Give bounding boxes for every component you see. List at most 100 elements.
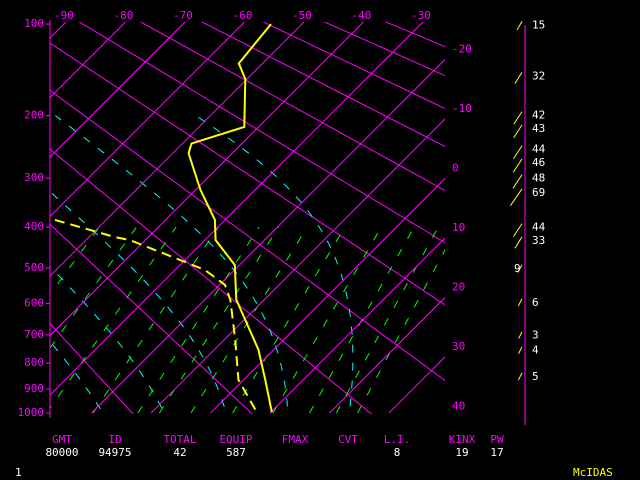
temperature-tick-label: -20 xyxy=(452,43,472,56)
footer-value: 8 xyxy=(394,446,401,459)
dry-adiabat xyxy=(50,322,134,414)
dry-adiabat xyxy=(50,148,373,414)
temperature-tick-label: 0 xyxy=(452,162,459,175)
footer-label: TOTAL xyxy=(163,433,196,446)
wind-barb xyxy=(518,346,523,354)
isotherm xyxy=(50,22,67,39)
temperature-tick-label: -60 xyxy=(232,9,252,22)
dry-adiabat xyxy=(384,22,445,48)
temperature-tick-label: -90 xyxy=(54,9,74,22)
isotherm xyxy=(388,356,445,414)
pressure-tick-label: 200 xyxy=(24,109,44,122)
isotherm xyxy=(91,58,445,414)
wind-speed-label: 69 xyxy=(532,186,545,199)
pressure-tick-label: 300 xyxy=(24,171,44,184)
wind-speed-label: 5 xyxy=(532,370,539,383)
wind-speed-label: 44 xyxy=(532,221,546,234)
wind-barb xyxy=(517,298,523,307)
wind-speed-label: 44 xyxy=(532,143,546,156)
footer-value: 80000 xyxy=(45,446,78,459)
wind-speed-label: 6 xyxy=(532,296,539,309)
dry-adiabat xyxy=(481,12,640,425)
plot-area xyxy=(0,12,640,425)
wind-barb xyxy=(513,223,523,237)
footer-label: GMT xyxy=(52,433,72,446)
isotherm xyxy=(329,296,445,414)
mixing-ratio-line xyxy=(357,248,445,414)
pressure-tick-label: 900 xyxy=(24,382,44,395)
footer-label: EQUIP xyxy=(219,433,252,446)
footer-value: 587 xyxy=(226,446,246,459)
temperature-tick-label: -70 xyxy=(173,9,193,22)
temperature-tick-label: 30 xyxy=(452,340,465,353)
pressure-tick-label: 700 xyxy=(24,328,44,341)
wind-barb xyxy=(513,145,523,160)
footer-value: 19 xyxy=(455,446,468,459)
footer-label: PW xyxy=(490,433,504,446)
wind-barb xyxy=(514,236,523,249)
dry-adiabat xyxy=(139,22,445,192)
pressure-tick-label: 400 xyxy=(24,220,44,233)
pressure-tick-label: 600 xyxy=(24,296,44,309)
dry-adiabat xyxy=(50,42,445,306)
temperature-tick-label: -40 xyxy=(351,9,371,22)
temperature-profile xyxy=(187,23,273,413)
temperature-tick-label: -80 xyxy=(113,9,133,22)
wind-barb xyxy=(513,124,523,139)
dry-adiabat xyxy=(323,22,445,77)
wind-barb xyxy=(513,111,523,125)
mixing-ratio-line xyxy=(272,226,382,414)
isotherm xyxy=(210,177,445,414)
status-number: 1 xyxy=(15,466,22,479)
dry-adiabat xyxy=(0,12,22,425)
pressure-tick-label: 100 xyxy=(24,17,44,30)
wind-speed-label: 32 xyxy=(532,69,545,82)
wind-speed-label: 43 xyxy=(532,122,545,135)
dry-adiabat xyxy=(421,12,640,425)
wind-speed-label: 3 xyxy=(532,329,539,342)
wind-speed-label: 48 xyxy=(532,172,545,185)
dry-adiabat xyxy=(200,22,445,148)
temperature-tick-label: 40 xyxy=(452,400,465,413)
isotherm xyxy=(269,237,445,414)
temperature-tick-label: -10 xyxy=(452,102,472,115)
isotherm xyxy=(50,22,305,277)
wind-barb xyxy=(518,331,523,339)
isotherm xyxy=(150,118,445,414)
footer-value: 17 xyxy=(490,446,503,459)
moist-adiabat xyxy=(195,115,354,414)
wind-speed-label: 42 xyxy=(532,109,545,122)
mixing-ratio-line xyxy=(309,226,415,414)
wind-barb xyxy=(516,21,523,31)
moist-adiabat xyxy=(50,191,227,414)
isotherm xyxy=(50,22,424,396)
wind-speed-label: 4 xyxy=(532,344,539,357)
footer-label: KINX xyxy=(449,433,476,446)
isotherm xyxy=(50,22,186,158)
wind-speed-label: 33 xyxy=(532,234,545,247)
temperature-tick-label: 10 xyxy=(452,221,465,234)
dry-adiabat xyxy=(50,89,445,382)
brand: McIDAS xyxy=(573,466,613,479)
dry-adiabat xyxy=(541,12,640,425)
temperature-tick-label: 20 xyxy=(452,281,465,294)
temperature-tick-label: -30 xyxy=(411,9,431,22)
mixing-ratio-line xyxy=(158,226,280,414)
wind-speed-label: 46 xyxy=(532,156,545,169)
pressure-tick-label: 1000 xyxy=(18,406,45,419)
isotherm xyxy=(50,22,365,337)
mixing-ratio-line xyxy=(190,226,308,414)
wind-barb xyxy=(517,264,523,273)
footer-value: 94975 xyxy=(98,446,131,459)
footer-label: L.I. xyxy=(384,433,411,446)
footer-label: FMAX xyxy=(282,433,309,446)
wind-speed-label: 9 xyxy=(514,262,521,275)
wind-barb xyxy=(512,158,523,173)
wind-barb xyxy=(509,188,523,206)
wind-barb xyxy=(514,72,523,84)
wind-barb xyxy=(512,174,523,189)
wind-speed-label: 15 xyxy=(532,18,545,31)
temperature-tick-label: -50 xyxy=(292,9,312,22)
moist-adiabat xyxy=(50,340,105,414)
dry-adiabat xyxy=(78,22,445,244)
